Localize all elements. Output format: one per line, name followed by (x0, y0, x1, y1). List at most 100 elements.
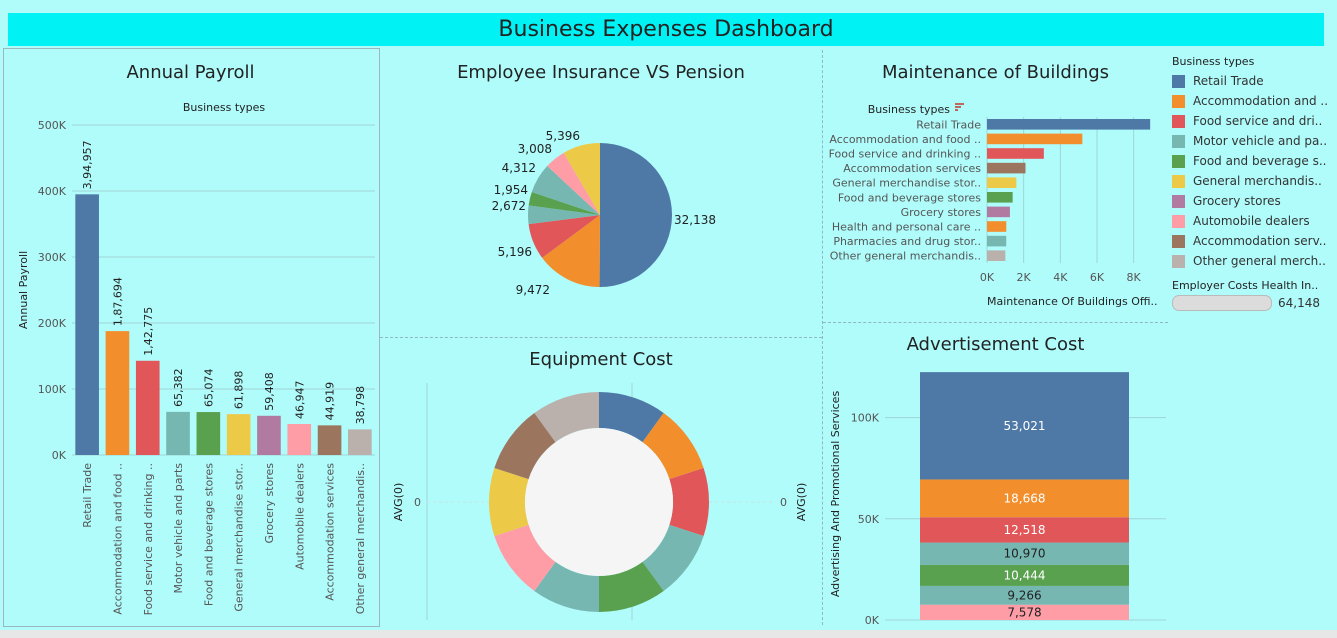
x-tick-label: 6K (1090, 271, 1105, 284)
y-tick-label: Grocery stores (901, 206, 982, 219)
legend-item[interactable]: Accommodation and .. (1172, 91, 1332, 111)
bar (987, 250, 1006, 261)
legend-label: Motor vehicle and pa.. (1193, 134, 1328, 148)
equipment-cost-chart: AVG(0) 0 0 AVG(0) (392, 383, 808, 620)
dashboard-title: Business Expenses Dashboard (8, 13, 1324, 46)
health-insurance-slider[interactable] (1172, 295, 1272, 311)
y-tick-label: 0 (414, 496, 421, 509)
health-insurance-value: 64,148 (1278, 296, 1320, 310)
health-insurance-filter-title: Employer Costs Health In.. (1172, 279, 1319, 292)
bar (987, 133, 1083, 145)
maintenance-title: Maintenance of Buildings (881, 62, 1110, 83)
y-tick-label: 200K (38, 317, 67, 330)
legend-item[interactable]: Grocery stores (1172, 191, 1332, 211)
pie-slice (547, 152, 600, 215)
legend-item[interactable]: Food service and dri.. (1172, 111, 1332, 131)
bar-segment (920, 517, 1129, 543)
donut-slice (642, 524, 704, 591)
annual-payroll-chart: Business types 0K 100K 200K 300K 400K 500K Annu… (17, 101, 375, 615)
legend-item[interactable]: General merchandis.. (1172, 171, 1332, 191)
sheet-tabs-strip (0, 630, 1337, 638)
pie-slice (528, 191, 600, 215)
bar (987, 235, 1007, 247)
data-label: 53,021 (1004, 419, 1046, 433)
insurance-pension-title: Employee Insurance VS Pension (457, 62, 745, 83)
bar-segment (920, 585, 1129, 605)
donut-slice (494, 413, 556, 480)
y-tick-label: Food service and drinking .. (829, 148, 981, 161)
bar (196, 412, 221, 455)
donut-slice (642, 413, 704, 480)
legend-label: General merchandis.. (1193, 174, 1322, 188)
x-tick-label: 4K (1053, 271, 1068, 284)
legend-item[interactable]: Retail Trade (1172, 71, 1332, 91)
legend-item[interactable]: Accommodation serv.. (1172, 231, 1332, 251)
x-tick-label: Retail Trade (81, 463, 94, 528)
data-label: 5,396 (546, 129, 580, 143)
data-label: 3,94,957 (81, 140, 94, 189)
data-label: 18,668 (1004, 491, 1046, 505)
bar (317, 425, 342, 455)
bar (135, 360, 160, 455)
legend-label: Grocery stores (1193, 194, 1281, 208)
x-axis-label: Maintenance Of Buildings Offi.. (987, 295, 1158, 308)
x-tick-label: Grocery stores (263, 463, 276, 544)
x-tick-label: 0K (980, 271, 995, 284)
data-label: 1,954 (494, 183, 528, 197)
bar (987, 177, 1017, 188)
bar (287, 424, 312, 455)
legend-label: Food and beverage s.. (1193, 154, 1327, 168)
bar-segment (920, 372, 1129, 480)
bar (987, 206, 1010, 218)
legend-label: Accommodation serv.. (1193, 234, 1327, 248)
pie-slice (542, 215, 600, 287)
y-tick-label: Retail Trade (916, 118, 981, 131)
y-tick-label: Health and personal care .. (832, 221, 981, 234)
bar (75, 194, 99, 455)
data-label: 61,898 (233, 371, 246, 410)
data-label: 46,947 (293, 381, 306, 420)
legend-item[interactable]: Food and beverage s.. (1172, 151, 1332, 171)
donut-slice (599, 561, 664, 612)
legend-swatch (1172, 74, 1185, 88)
legend-swatch (1172, 214, 1185, 228)
y-tick-label: 400K (38, 185, 67, 198)
legend-title: Business types (1172, 55, 1255, 68)
data-label: 10,444 (1004, 568, 1046, 582)
y-tick-label: Accommodation services (843, 162, 981, 175)
legend-item[interactable]: Motor vehicle and pa.. (1172, 131, 1332, 151)
legend-swatch (1172, 114, 1185, 128)
y-axis-label: Advertising And Promotional Services (829, 391, 842, 598)
advertisement-cost-title: Advertisement Cost (906, 334, 1085, 355)
donut-slice (534, 561, 599, 612)
y-tick-label: Other general merchandis.. (830, 250, 981, 263)
y-tick-label: 0K (865, 614, 880, 624)
y-tick-label: 50K (858, 513, 880, 526)
data-label: 44,919 (324, 382, 337, 421)
pie-slice (528, 215, 600, 258)
x-tick-label: Automobile dealers (293, 463, 306, 570)
annual-payroll-panel-border (3, 48, 380, 627)
donut-slice (534, 392, 599, 443)
bar (257, 415, 281, 455)
legend-swatch (1172, 194, 1185, 208)
y-tick-label: Food and beverage stores (838, 191, 981, 204)
y-tick-label: Pharmacies and drug stor.. (833, 235, 981, 248)
legend-label: Other general merch.. (1193, 254, 1326, 268)
legend-item[interactable]: Automobile dealers (1172, 211, 1332, 231)
y-tick-label: 100K (38, 383, 67, 396)
legend-swatch (1172, 154, 1185, 168)
bar (987, 192, 1013, 203)
divider (380, 337, 822, 338)
data-label: 1,87,694 (111, 277, 124, 326)
legend-swatch (1172, 134, 1185, 148)
y-tick-label: General merchandise stor.. (832, 177, 981, 190)
bar (226, 414, 251, 455)
y-tick-label: 0 (780, 496, 787, 509)
legend-swatch (1172, 234, 1185, 248)
y-tick-label: 100K (851, 412, 880, 425)
legend-item[interactable]: Other general merch.. (1172, 251, 1332, 271)
data-label: 59,408 (263, 372, 276, 411)
x-tick-label: Accommodation and food .. (111, 463, 124, 615)
x-tick-label: Motor vehicle and parts (172, 463, 185, 594)
